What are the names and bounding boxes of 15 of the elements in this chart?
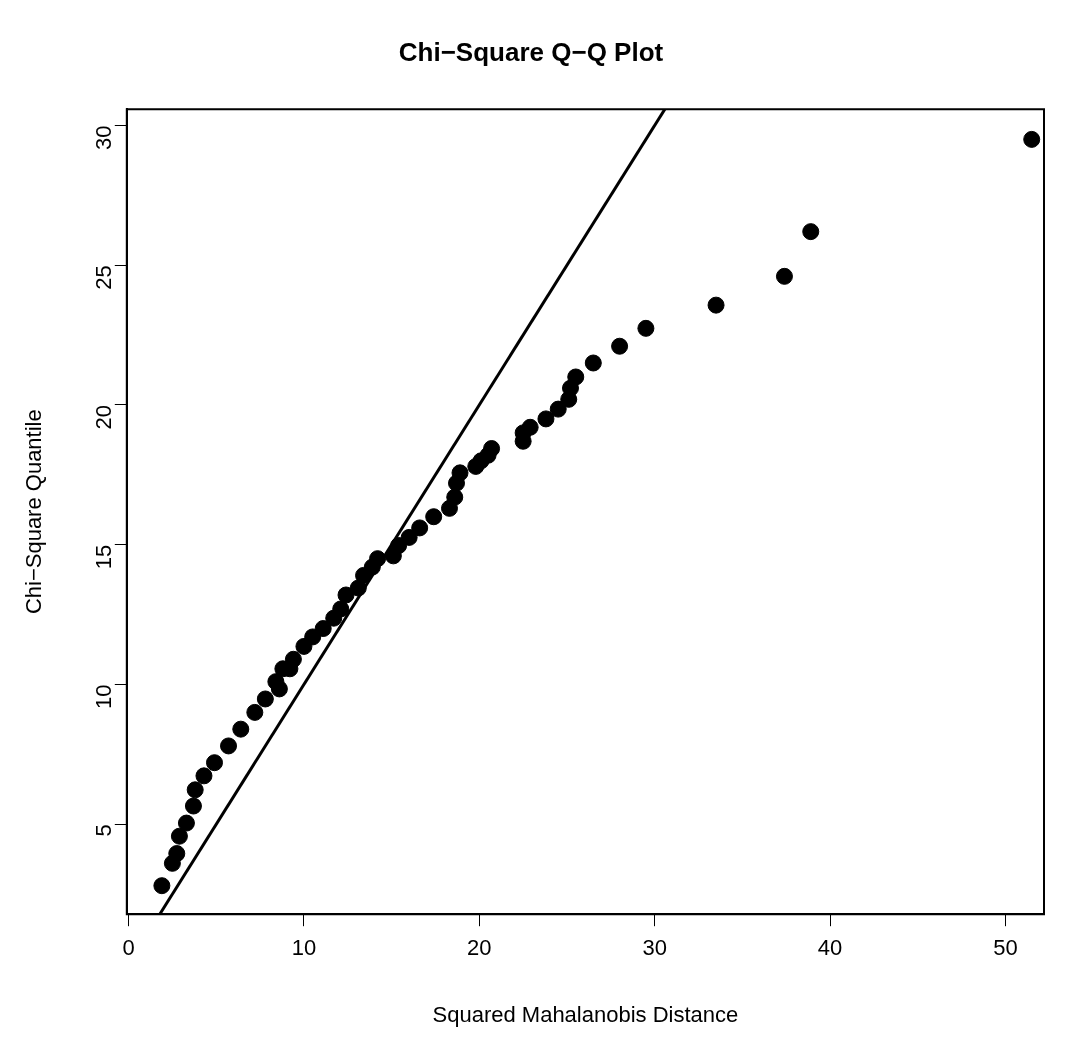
y-tick-label: 15 [90,544,116,570]
x-tick-label: 30 [642,935,667,961]
y-axis-title: Chi−Square Quantile [21,409,47,615]
y-tick-label: 30 [90,125,116,150]
x-axis-title: Squared Mahalanobis Distance [432,1001,739,1027]
y-tick-label: 25 [90,265,116,290]
x-tick-label: 40 [817,935,843,961]
x-tick-label: 50 [993,935,1018,961]
y-tick-label: 5 [90,824,116,837]
x-tick-label: 20 [467,935,492,961]
chart-title: Chi−Square Q−Q Plot [398,36,664,67]
x-tick-label: 0 [122,935,135,961]
y-tick-label: 20 [90,404,116,430]
y-tick-label: 10 [90,684,116,709]
x-tick-label: 10 [291,935,317,961]
